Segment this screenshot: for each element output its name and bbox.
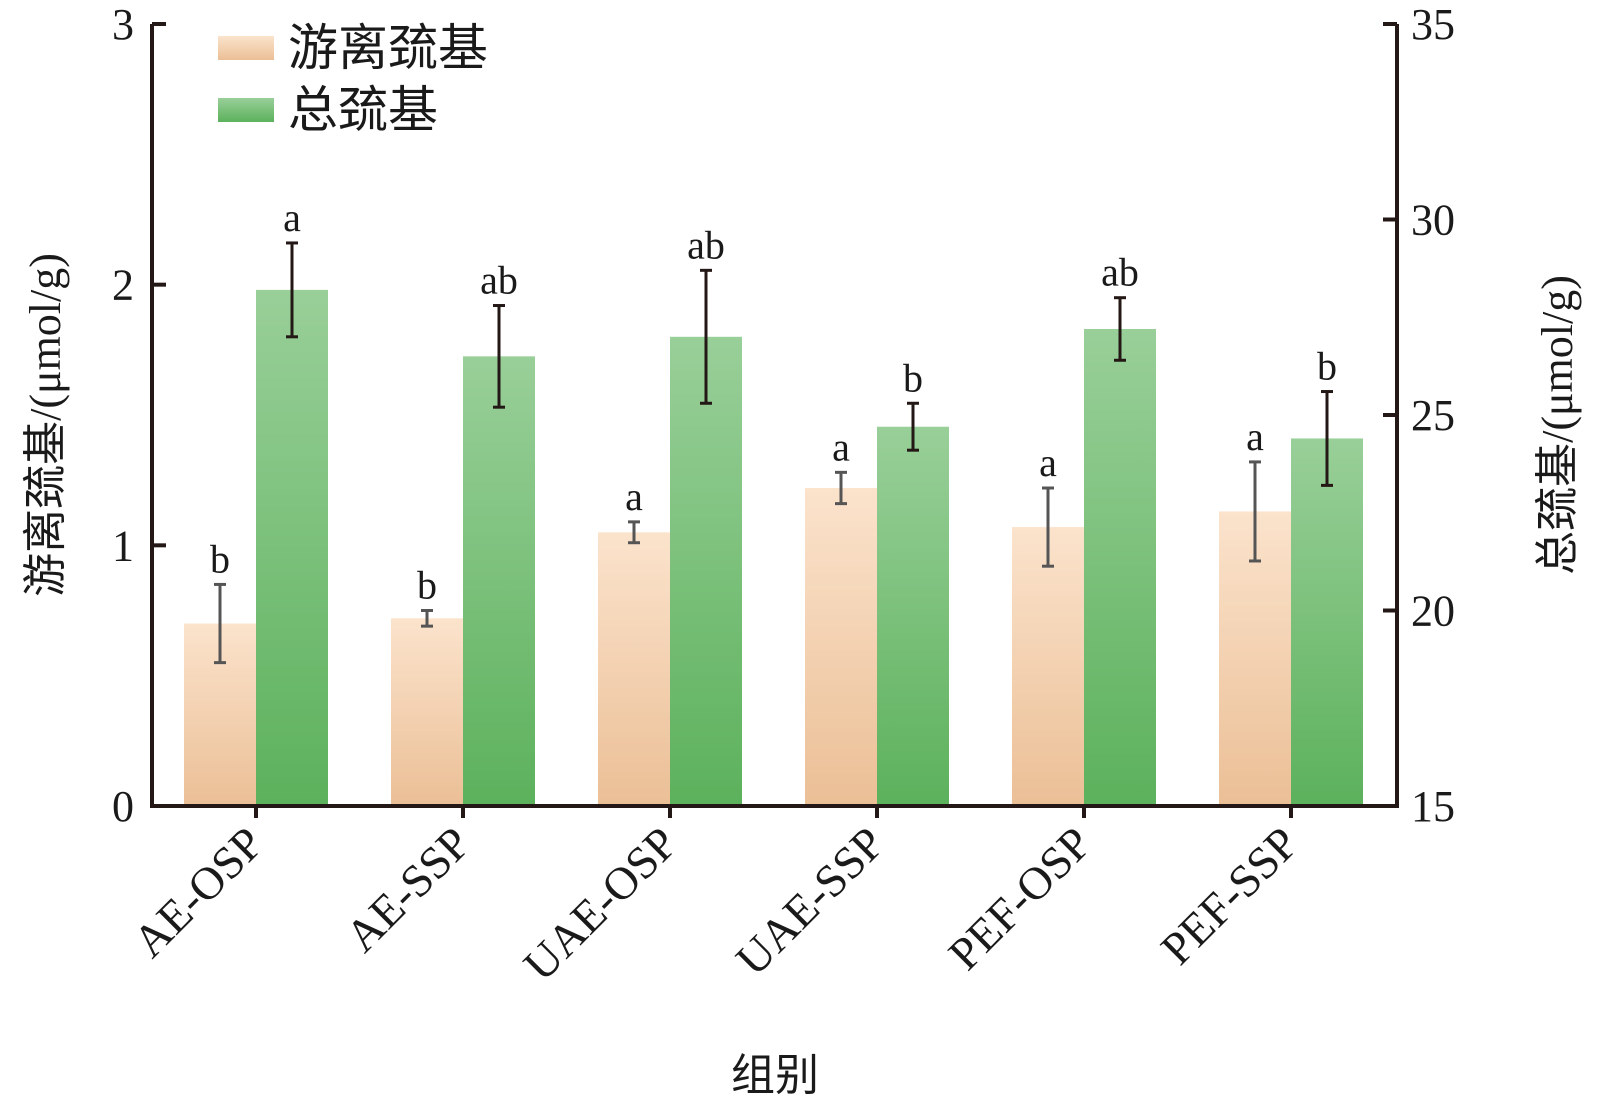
bar-total-ae-osp <box>256 289 328 806</box>
x-tick-label: UAE-OSP <box>514 817 687 990</box>
bar-free-uae-ssp <box>805 487 877 806</box>
significance-label: a <box>283 195 301 240</box>
right-tick-label: 15 <box>1411 782 1455 831</box>
significance-label: b <box>903 355 923 400</box>
significance-label: a <box>1039 440 1057 485</box>
left-tick-label: 1 <box>112 521 134 570</box>
significance-label: b <box>210 536 230 581</box>
right-axis-title: 总巯基/(μmol/g) <box>1533 275 1582 575</box>
x-tick-label: PEF-SSP <box>1151 817 1308 974</box>
left-tick-label: 3 <box>112 0 134 49</box>
significance-label: a <box>1246 414 1264 459</box>
right-tick-label: 35 <box>1411 0 1455 49</box>
significance-label: ab <box>1101 250 1139 295</box>
left-tick-label: 0 <box>112 782 134 831</box>
significance-label: ab <box>687 222 725 267</box>
bar-free-ae-ssp <box>391 618 463 806</box>
bar-total-uae-ssp <box>877 426 949 806</box>
bar-total-uae-osp <box>670 336 742 806</box>
x-tick-label: AE-OSP <box>123 817 273 967</box>
left-tick-label: 2 <box>112 261 134 310</box>
right-tick-label: 20 <box>1411 587 1455 636</box>
significance-label: a <box>625 474 643 519</box>
bar-free-pef-osp <box>1012 527 1084 806</box>
legend-label-free: 游离巯基 <box>288 20 488 76</box>
legend-swatch-free <box>218 36 274 60</box>
right-tick-label: 25 <box>1411 391 1455 440</box>
x-tick-label: AE-SSP <box>336 817 481 962</box>
legend-label-total: 总巯基 <box>288 82 438 138</box>
x-axis-title: 组别 <box>731 1051 819 1100</box>
x-tick-label: PEF-OSP <box>938 817 1101 980</box>
left-axis-title: 游离巯基/(μmol/g) <box>21 253 70 597</box>
legend-swatch-total <box>218 98 274 122</box>
bar-total-pef-osp <box>1084 328 1156 806</box>
bar-total-pef-ssp <box>1291 438 1363 806</box>
bar-total-ae-ssp <box>463 356 535 806</box>
right-tick-label: 30 <box>1411 196 1455 245</box>
significance-label: a <box>832 424 850 469</box>
significance-label: b <box>1317 344 1337 389</box>
significance-label: b <box>417 563 437 608</box>
significance-label: ab <box>480 258 518 303</box>
bar-free-uae-osp <box>598 532 670 806</box>
x-tick-label: UAE-SSP <box>726 817 894 985</box>
